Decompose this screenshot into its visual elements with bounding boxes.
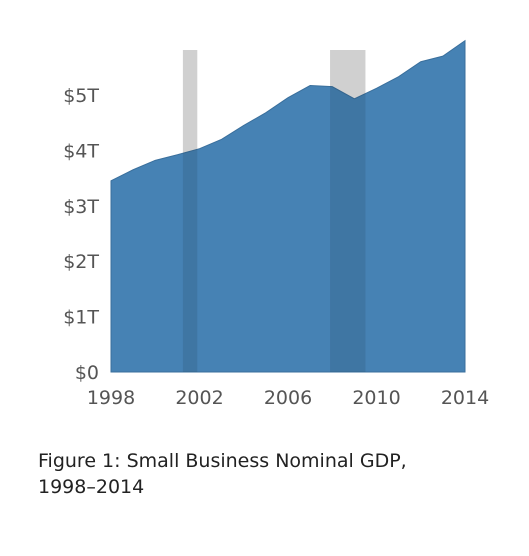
x-tick-label: 2006 <box>264 387 312 409</box>
y-tick-label: $5T <box>63 85 99 107</box>
gdp-area-chart: $0 $1T $2T $3T $4T $5T 1998 2002 2006 2010 2014 <box>63 39 489 409</box>
figure-caption: Figure 1: Small Business Nominal GDP, 19… <box>38 448 498 500</box>
figure-caption-line-2: 1998–2014 <box>38 476 145 498</box>
x-tick-label: 2002 <box>175 387 223 409</box>
recession-band-overlay-2 <box>330 50 366 372</box>
y-tick-label: $2T <box>63 251 99 273</box>
y-tick-label: $1T <box>63 307 99 329</box>
y-tick-label: $3T <box>63 196 99 218</box>
figure-caption-line-1: Figure 1: Small Business Nominal GDP, <box>38 450 407 472</box>
y-tick-label: $0 <box>75 362 99 384</box>
gdp-area-series <box>110 39 466 373</box>
y-tick-label: $4T <box>63 140 99 162</box>
recession-band-overlay-1 <box>182 50 198 372</box>
x-tick-label: 2014 <box>441 387 489 409</box>
x-tick-label: 1998 <box>87 387 135 409</box>
x-tick-label: 2010 <box>352 387 400 409</box>
